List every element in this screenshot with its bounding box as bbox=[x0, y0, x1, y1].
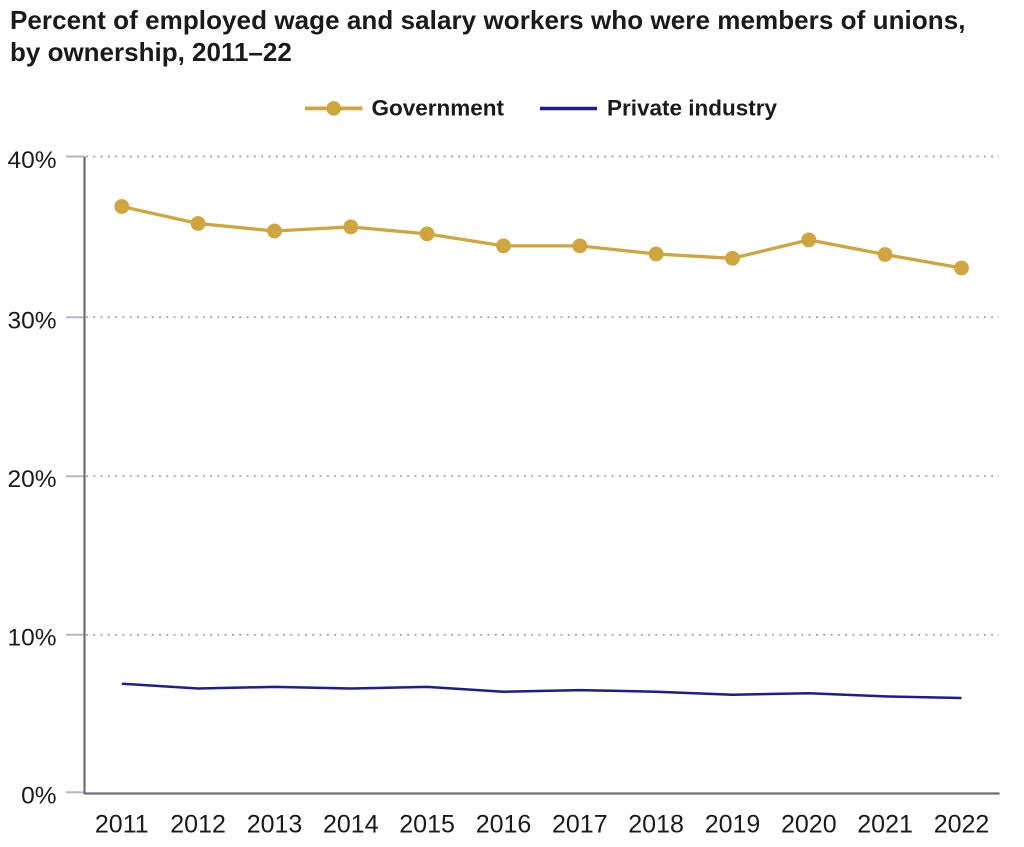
svg-text:2019: 2019 bbox=[705, 810, 761, 838]
svg-text:0%: 0% bbox=[21, 783, 56, 810]
svg-text:2021: 2021 bbox=[857, 810, 913, 838]
svg-text:20%: 20% bbox=[7, 466, 56, 493]
svg-text:2015: 2015 bbox=[399, 810, 455, 838]
svg-text:Percent of employed wage and s: Percent of employed wage and salary work… bbox=[10, 5, 966, 35]
svg-text:2022: 2022 bbox=[934, 810, 990, 838]
svg-text:by ownership, 2011–22: by ownership, 2011–22 bbox=[10, 37, 292, 67]
svg-text:30%: 30% bbox=[7, 307, 56, 334]
svg-text:2011: 2011 bbox=[95, 810, 149, 838]
svg-text:2016: 2016 bbox=[476, 810, 532, 838]
svg-text:2014: 2014 bbox=[323, 810, 379, 838]
svg-text:10%: 10% bbox=[7, 624, 56, 651]
svg-text:2018: 2018 bbox=[628, 810, 684, 838]
svg-text:Government: Government bbox=[372, 96, 505, 121]
svg-text:2020: 2020 bbox=[781, 810, 837, 838]
svg-text:2013: 2013 bbox=[247, 810, 303, 838]
svg-text:Private industry: Private industry bbox=[607, 96, 778, 121]
svg-text:2017: 2017 bbox=[552, 810, 608, 838]
svg-text:40%: 40% bbox=[7, 147, 56, 174]
svg-text:2012: 2012 bbox=[170, 810, 226, 838]
